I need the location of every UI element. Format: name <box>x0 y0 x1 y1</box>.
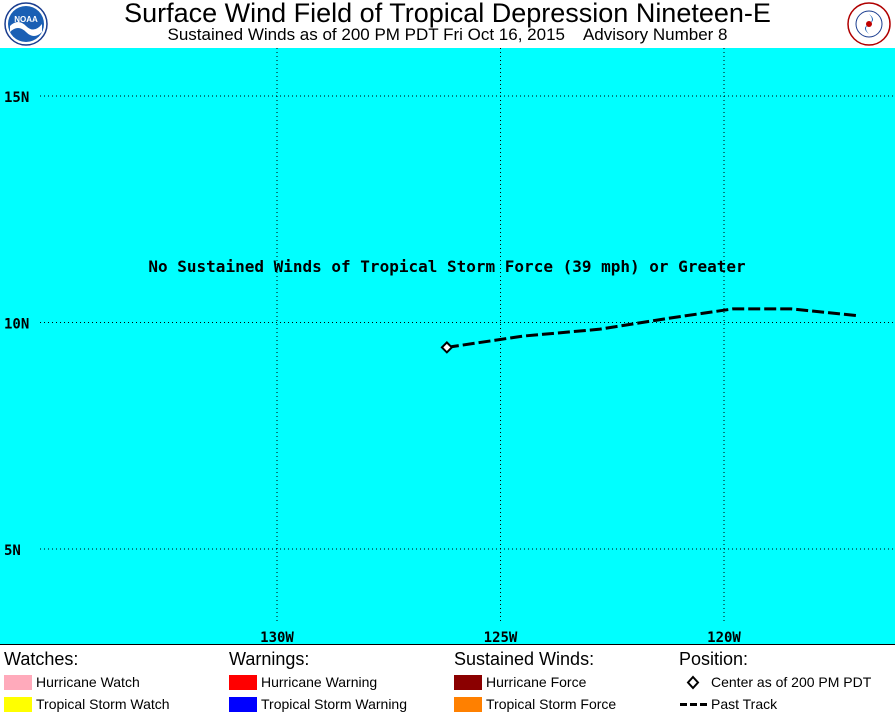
past-track-line <box>446 307 859 349</box>
hurricane-warning-swatch <box>229 674 257 690</box>
gridlines <box>40 48 895 623</box>
legend-label: Hurricane Watch <box>36 674 140 690</box>
legend-item: Hurricane Warning <box>229 671 407 693</box>
legend-item: Hurricane Force <box>454 671 616 693</box>
lon-label: 120W <box>707 630 741 644</box>
storm-center-marker <box>440 341 454 354</box>
legend-heading: Warnings: <box>229 649 310 669</box>
axis-labels: 15N 10N 5N 130W 125W 120W <box>4 90 741 644</box>
legend-item: Center as of 200 PM PDT <box>679 671 871 693</box>
tropical-storm-watch-swatch <box>4 696 32 712</box>
legend-label: Hurricane Force <box>486 674 587 690</box>
lat-label: 15N <box>4 90 29 106</box>
legend-watches: Watches: Hurricane Watch Tropical Storm … <box>4 649 170 715</box>
past-track-line-icon <box>680 702 707 706</box>
no-winds-message: No Sustained Winds of Tropical Storm For… <box>148 257 745 276</box>
legend-heading: Position: <box>679 649 749 669</box>
lat-label: 10N <box>4 317 29 333</box>
center-diamond-icon <box>686 675 700 689</box>
tropical-storm-force-swatch <box>454 696 482 712</box>
legend-label: Center as of 200 PM PDT <box>711 674 872 690</box>
lon-label: 125W <box>484 630 518 644</box>
lat-label: 5N <box>4 543 21 559</box>
legend-label: Tropical Storm Warning <box>261 696 408 712</box>
legend-label: Past Track <box>711 696 778 712</box>
legend: Watches: Hurricane Watch Tropical Storm … <box>0 644 895 717</box>
header: NOAA Surface Wind Field of Tropical Depr… <box>0 0 895 48</box>
wind-field-map: 15N 10N 5N 130W 125W 120W No Sustained Winds … <box>0 48 895 644</box>
legend-item: Past Track <box>679 693 871 715</box>
map-subtitle: Sustained Winds as of 200 PM PDT Fri Oct… <box>167 25 728 44</box>
tropical-storm-warning-swatch <box>229 696 257 712</box>
legend-warnings: Warnings: Hurricane Warning Tropical Sto… <box>229 649 407 715</box>
legend-position: Position: Center as of 200 PM PDT Past T… <box>679 649 871 715</box>
legend-item: Hurricane Watch <box>4 671 170 693</box>
hurricane-force-swatch <box>454 674 482 690</box>
legend-winds: Sustained Winds: Hurricane Force Tropica… <box>454 649 616 715</box>
svg-text:NOAA: NOAA <box>14 15 38 24</box>
noaa-logo-icon: NOAA <box>4 2 48 46</box>
legend-item: Tropical Storm Watch <box>4 693 170 715</box>
legend-label: Hurricane Warning <box>261 674 378 690</box>
legend-heading: Sustained Winds: <box>454 649 595 669</box>
legend-label: Tropical Storm Force <box>486 696 617 712</box>
legend-label: Tropical Storm Watch <box>36 696 170 712</box>
lon-label: 130W <box>260 630 294 644</box>
legend-heading: Watches: <box>4 649 79 669</box>
legend-item: Tropical Storm Warning <box>229 693 407 715</box>
legend-item: Tropical Storm Force <box>454 693 616 715</box>
hurricane-watch-swatch <box>4 674 32 690</box>
nws-logo-icon <box>847 2 891 46</box>
map-title: Surface Wind Field of Tropical Depressio… <box>124 0 771 28</box>
